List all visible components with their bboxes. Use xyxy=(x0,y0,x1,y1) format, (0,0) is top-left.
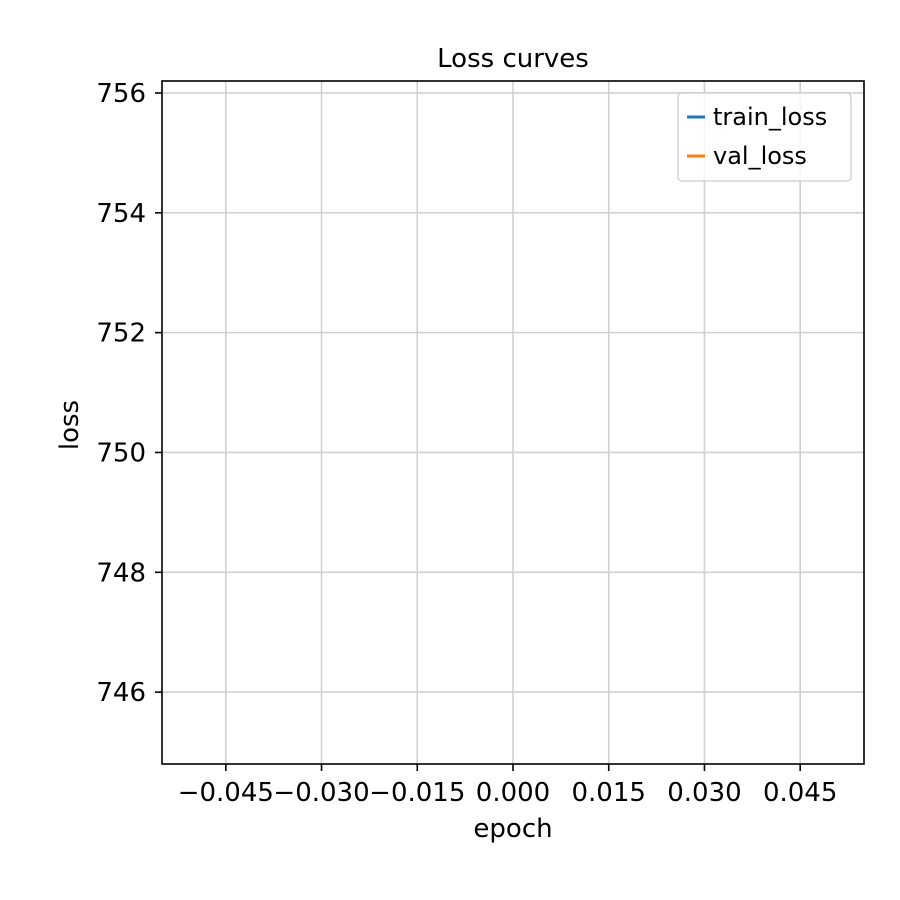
x-tick-label: −0.045 xyxy=(178,778,274,808)
x-tick-label: 0.015 xyxy=(572,778,646,808)
y-tick-label: 748 xyxy=(96,558,146,588)
y-tick-label: 756 xyxy=(96,79,146,109)
x-axis-label: epoch xyxy=(473,814,552,844)
x-tick-label: −0.030 xyxy=(273,778,369,808)
grid xyxy=(162,81,864,764)
x-tick-label: 0.030 xyxy=(667,778,741,808)
y-tick-label: 750 xyxy=(96,438,146,468)
y-axis-label: loss xyxy=(55,400,85,450)
x-tick-label: 0.045 xyxy=(763,778,837,808)
legend-label-train-loss: train_loss xyxy=(713,103,827,131)
y-tick-label: 754 xyxy=(96,199,146,229)
legend-box xyxy=(677,92,852,182)
x-tick-label: 0.000 xyxy=(476,778,550,808)
legend: train_loss val_loss xyxy=(677,92,852,182)
x-tick-label: −0.015 xyxy=(369,778,465,808)
y-axis-ticks: 746 748 750 752 754 756 xyxy=(96,79,162,708)
x-axis-ticks: −0.045 −0.030 −0.015 0.000 0.015 0.030 0.045 xyxy=(178,764,837,808)
legend-label-val-loss: val_loss xyxy=(713,142,807,170)
y-tick-label: 752 xyxy=(96,319,146,349)
y-tick-label: 746 xyxy=(96,678,146,708)
chart-title: Loss curves xyxy=(437,44,589,74)
